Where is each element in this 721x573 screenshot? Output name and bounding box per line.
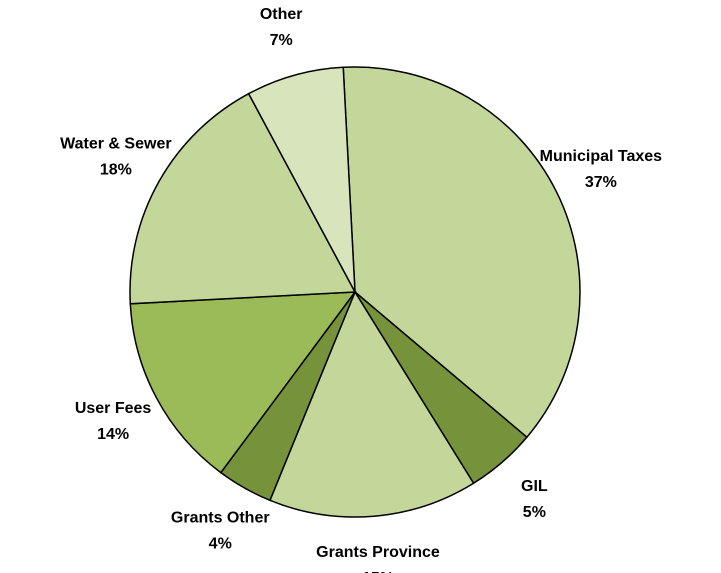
slice-value-label: 14% (97, 426, 129, 443)
slice-value-label: 7% (270, 32, 293, 49)
pie-slice (269, 290, 475, 518)
slice-value-label: 5% (523, 504, 546, 521)
slice-label: GIL (521, 478, 548, 495)
slice-label: Grants Other (171, 509, 270, 526)
slice-value-label: 4% (209, 535, 232, 552)
slice-value-label: 15% (362, 570, 394, 573)
slice-label: Other (260, 6, 303, 23)
slice-value-label: 18% (100, 161, 132, 178)
slice-label: Municipal Taxes (540, 148, 663, 165)
slice-label: Water & Sewer (60, 135, 171, 152)
slice-label: User Fees (75, 400, 152, 417)
slice-label: Grants Province (316, 544, 440, 561)
slice-value-label: 37% (585, 174, 617, 191)
pie-slice (129, 92, 357, 305)
pie-slice (129, 291, 357, 474)
pie-slice (247, 66, 356, 293)
pie-slice (342, 66, 581, 439)
